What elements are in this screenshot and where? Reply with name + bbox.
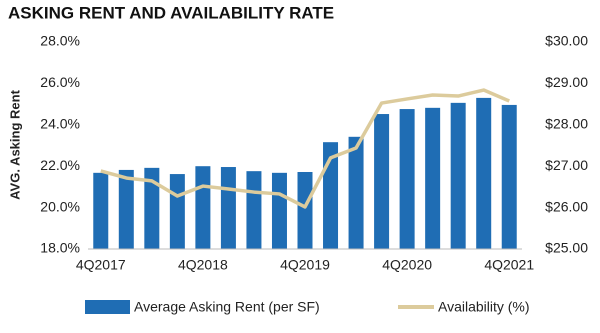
- y2-tick-label: $29.00: [545, 74, 588, 90]
- y2-tick-label: $30.00: [545, 33, 588, 49]
- x-tick-label: 4Q2019: [280, 257, 330, 273]
- bar: [425, 107, 441, 250]
- bar: [220, 167, 236, 249]
- bar: [348, 136, 364, 249]
- bar: [195, 166, 211, 249]
- x-tick-label: 4Q2017: [76, 257, 126, 273]
- y2-tick-label: $27.00: [545, 157, 588, 173]
- y-tick-label: 20.0%: [40, 198, 80, 214]
- x-tick-label: 4Q2021: [484, 257, 534, 273]
- bar: [374, 114, 390, 249]
- bar: [93, 172, 109, 249]
- bar: [246, 171, 262, 249]
- bar: [144, 167, 160, 249]
- y2-tick-label: $25.00: [545, 240, 588, 256]
- x-tick-label: 4Q2020: [382, 257, 432, 273]
- bar: [297, 171, 313, 249]
- bar: [399, 109, 415, 250]
- x-tick-label: 4Q2018: [178, 257, 228, 273]
- bar: [501, 104, 517, 249]
- legend-swatch: [85, 300, 130, 314]
- bar: [476, 97, 492, 249]
- bar: [450, 102, 466, 249]
- y-tick-label: 26.0%: [40, 74, 80, 90]
- line: [100, 88, 510, 209]
- y2-tick-label: $28.00: [545, 116, 588, 132]
- y-tick-label: 24.0%: [40, 116, 80, 132]
- y2-tick-label: $26.00: [545, 198, 588, 214]
- bar: [271, 172, 287, 249]
- chart-title: ASKING RENT AND AVAILABILITY RATE: [8, 3, 334, 22]
- y-axis-label: AVG. Asking Rent: [7, 89, 22, 199]
- bar: [169, 174, 185, 249]
- legend-label: Average Asking Rent (per SF): [134, 299, 320, 315]
- y-tick-label: 28.0%: [40, 33, 80, 49]
- bar: [118, 169, 134, 249]
- legend-label: Availability (%): [438, 299, 530, 315]
- y-tick-label: 18.0%: [40, 240, 80, 256]
- y-tick-label: 22.0%: [40, 157, 80, 173]
